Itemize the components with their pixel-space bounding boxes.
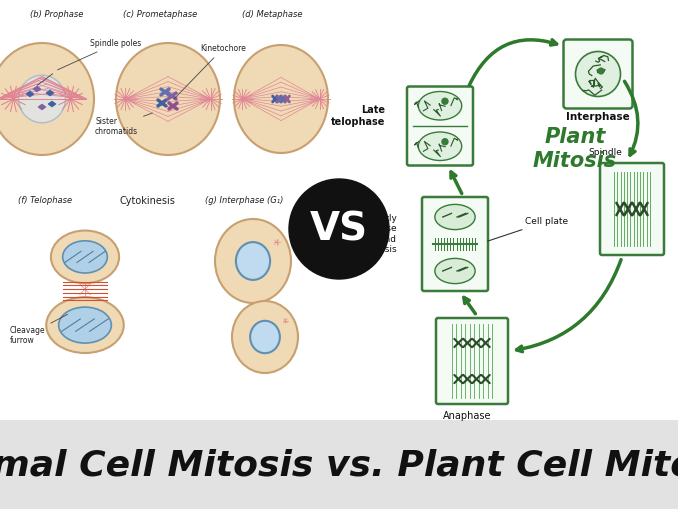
Text: Sister
chromatids: Sister chromatids <box>95 113 153 136</box>
Polygon shape <box>26 91 34 97</box>
Text: Spindle poles: Spindle poles <box>58 39 141 70</box>
Ellipse shape <box>59 307 111 343</box>
Ellipse shape <box>576 51 620 97</box>
Text: Plant
Mitosis: Plant Mitosis <box>533 127 617 171</box>
Ellipse shape <box>215 219 291 303</box>
Circle shape <box>289 179 389 279</box>
Text: Cell plate: Cell plate <box>487 217 568 241</box>
Ellipse shape <box>418 92 462 120</box>
Text: (d) Metaphase: (d) Metaphase <box>242 10 302 19</box>
Ellipse shape <box>234 45 328 153</box>
Circle shape <box>597 67 605 75</box>
Ellipse shape <box>236 242 270 280</box>
Text: Kinetochore: Kinetochore <box>174 44 246 99</box>
Text: VS: VS <box>310 210 368 248</box>
Ellipse shape <box>435 205 475 230</box>
Ellipse shape <box>232 301 298 373</box>
Text: Interphase: Interphase <box>566 112 630 122</box>
Ellipse shape <box>116 43 220 155</box>
FancyBboxPatch shape <box>407 87 473 165</box>
Text: (f) Telophase: (f) Telophase <box>18 196 72 205</box>
Text: Cleavage
furrow: Cleavage furrow <box>10 314 68 345</box>
Polygon shape <box>46 90 54 96</box>
Bar <box>339 0 678 420</box>
FancyBboxPatch shape <box>422 197 488 291</box>
Text: (g) Interphase (G₁): (g) Interphase (G₁) <box>205 196 283 205</box>
Circle shape <box>441 98 449 105</box>
Ellipse shape <box>418 132 462 160</box>
Ellipse shape <box>0 43 94 155</box>
Text: Late
telophase: Late telophase <box>331 105 385 127</box>
Text: Animal Cell Mitosis vs. Plant Cell Mitosis: Animal Cell Mitosis vs. Plant Cell Mitos… <box>0 448 678 482</box>
Ellipse shape <box>435 259 475 284</box>
Polygon shape <box>38 104 46 110</box>
FancyBboxPatch shape <box>600 163 664 255</box>
Polygon shape <box>48 101 56 107</box>
Ellipse shape <box>51 231 119 283</box>
Text: (c) Prometaphase: (c) Prometaphase <box>123 10 197 19</box>
Text: Cytokinesis: Cytokinesis <box>120 196 176 206</box>
Text: Anaphase: Anaphase <box>443 411 492 421</box>
Polygon shape <box>33 86 41 92</box>
FancyBboxPatch shape <box>436 318 508 404</box>
Text: Early
telophase
and
cytokinesis: Early telophase and cytokinesis <box>346 214 397 254</box>
Circle shape <box>441 138 449 146</box>
Ellipse shape <box>62 241 107 273</box>
Text: (b) Prophase: (b) Prophase <box>30 10 83 19</box>
Bar <box>0 0 339 420</box>
Ellipse shape <box>250 321 280 353</box>
FancyBboxPatch shape <box>563 40 633 108</box>
Ellipse shape <box>18 75 65 123</box>
Text: Spindle: Spindle <box>588 148 622 157</box>
Bar <box>0 420 678 509</box>
Ellipse shape <box>46 297 124 353</box>
